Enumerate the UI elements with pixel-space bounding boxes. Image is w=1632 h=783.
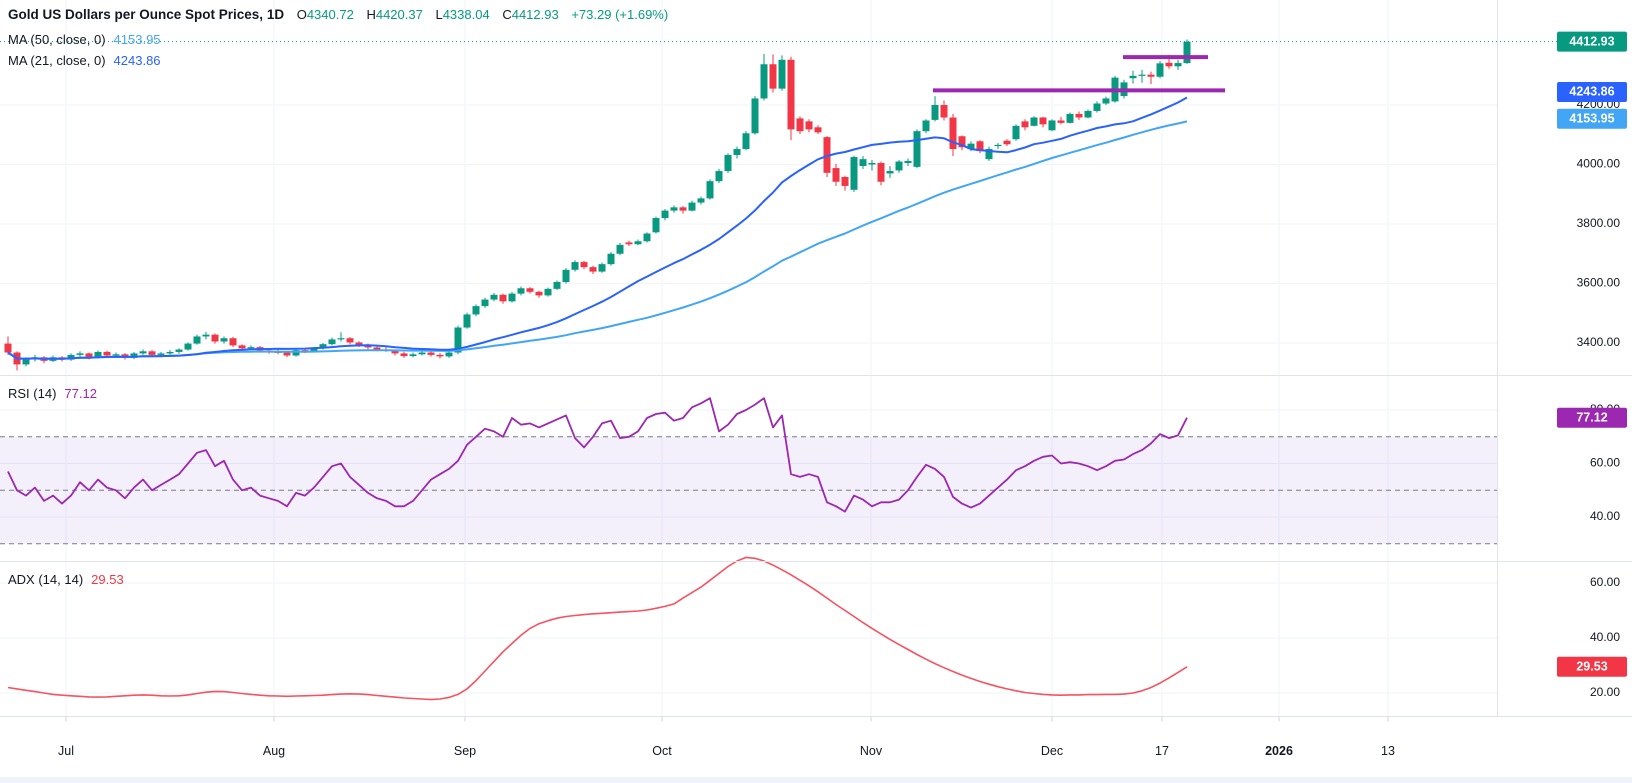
svg-text:60.00: 60.00 (1590, 575, 1620, 589)
open-value: 4340.72 (306, 7, 354, 22)
price-scale-labels[interactable]: 4200.004000.003800.003600.003400.0080.00… (1577, 97, 1621, 699)
svg-text:60.00: 60.00 (1590, 456, 1620, 470)
svg-text:Aug: Aug (263, 744, 285, 758)
axis-value-badges: 4412.93 4243.86 4153.95 77.12 29.53 (1557, 31, 1627, 677)
adx-legend[interactable]: ADX (14, 14) 29.53 (8, 572, 124, 587)
svg-text:Oct: Oct (652, 744, 672, 758)
high-label: H (366, 7, 376, 22)
time-scale-labels[interactable]: Jul Aug Sep Oct Nov Dec 17 2026 13 (58, 744, 1395, 758)
symbol-legend: Gold US Dollars per Ounce Spot Prices, 1… (8, 7, 668, 22)
svg-text:4000.00: 4000.00 (1577, 157, 1621, 171)
adx-value: 29.53 (91, 572, 124, 587)
low-label: L (435, 7, 443, 22)
svg-text:29.53: 29.53 (1576, 660, 1607, 674)
svg-text:17: 17 (1155, 744, 1169, 758)
change-value: +73.29 (+1.69%) (571, 7, 669, 22)
ma50-legend[interactable]: MA (50, close, 0) 4153.95 (8, 32, 161, 47)
ma21-label: MA (21, close, 0) (8, 53, 106, 68)
gridlines (0, 0, 1497, 717)
svg-text:77.12: 77.12 (1576, 411, 1607, 425)
open-label: O (296, 7, 307, 22)
candles-layer[interactable] (4, 39, 1191, 371)
svg-text:20.00: 20.00 (1590, 685, 1620, 699)
svg-text:3800.00: 3800.00 (1577, 216, 1621, 230)
rsi-legend[interactable]: RSI (14) 77.12 (8, 386, 97, 401)
svg-text:13: 13 (1381, 744, 1395, 758)
svg-text:4412.93: 4412.93 (1569, 34, 1614, 48)
svg-text:Jul: Jul (58, 744, 74, 758)
svg-text:Dec: Dec (1041, 744, 1063, 758)
svg-text:3400.00: 3400.00 (1577, 335, 1621, 349)
svg-text:Sep: Sep (454, 744, 476, 758)
ma21-value: 4243.86 (113, 53, 161, 68)
ma21-line[interactable] (7, 96, 1188, 360)
svg-text:3600.00: 3600.00 (1577, 276, 1621, 290)
adx-label: ADX (14, 14) (8, 572, 84, 587)
svg-text:4243.86: 4243.86 (1569, 85, 1614, 99)
svg-text:2026: 2026 (1265, 744, 1293, 758)
close-label: C (502, 7, 512, 22)
ma21-legend[interactable]: MA (21, close, 0) 4243.86 (8, 53, 161, 68)
symbol-title[interactable]: Gold US Dollars per Ounce Spot Prices, 1… (8, 7, 285, 22)
ma50-label: MA (50, close, 0) (8, 32, 106, 47)
rsi-line[interactable] (7, 397, 1188, 513)
rsi-value: 77.12 (64, 386, 97, 401)
svg-text:40.00: 40.00 (1590, 630, 1620, 644)
low-value: 4338.04 (442, 7, 490, 22)
svg-text:40.00: 40.00 (1590, 509, 1620, 523)
rsi-label: RSI (14) (8, 386, 57, 401)
high-value: 4420.37 (375, 7, 423, 22)
svg-text:Nov: Nov (860, 744, 883, 758)
rsi-band (0, 436, 1497, 545)
adx-line[interactable] (7, 556, 1188, 701)
ma50-line[interactable] (7, 120, 1188, 360)
close-value: 4412.93 (511, 7, 559, 22)
svg-text:4153.95: 4153.95 (1569, 111, 1614, 125)
ma50-value: 4153.95 (113, 32, 161, 47)
